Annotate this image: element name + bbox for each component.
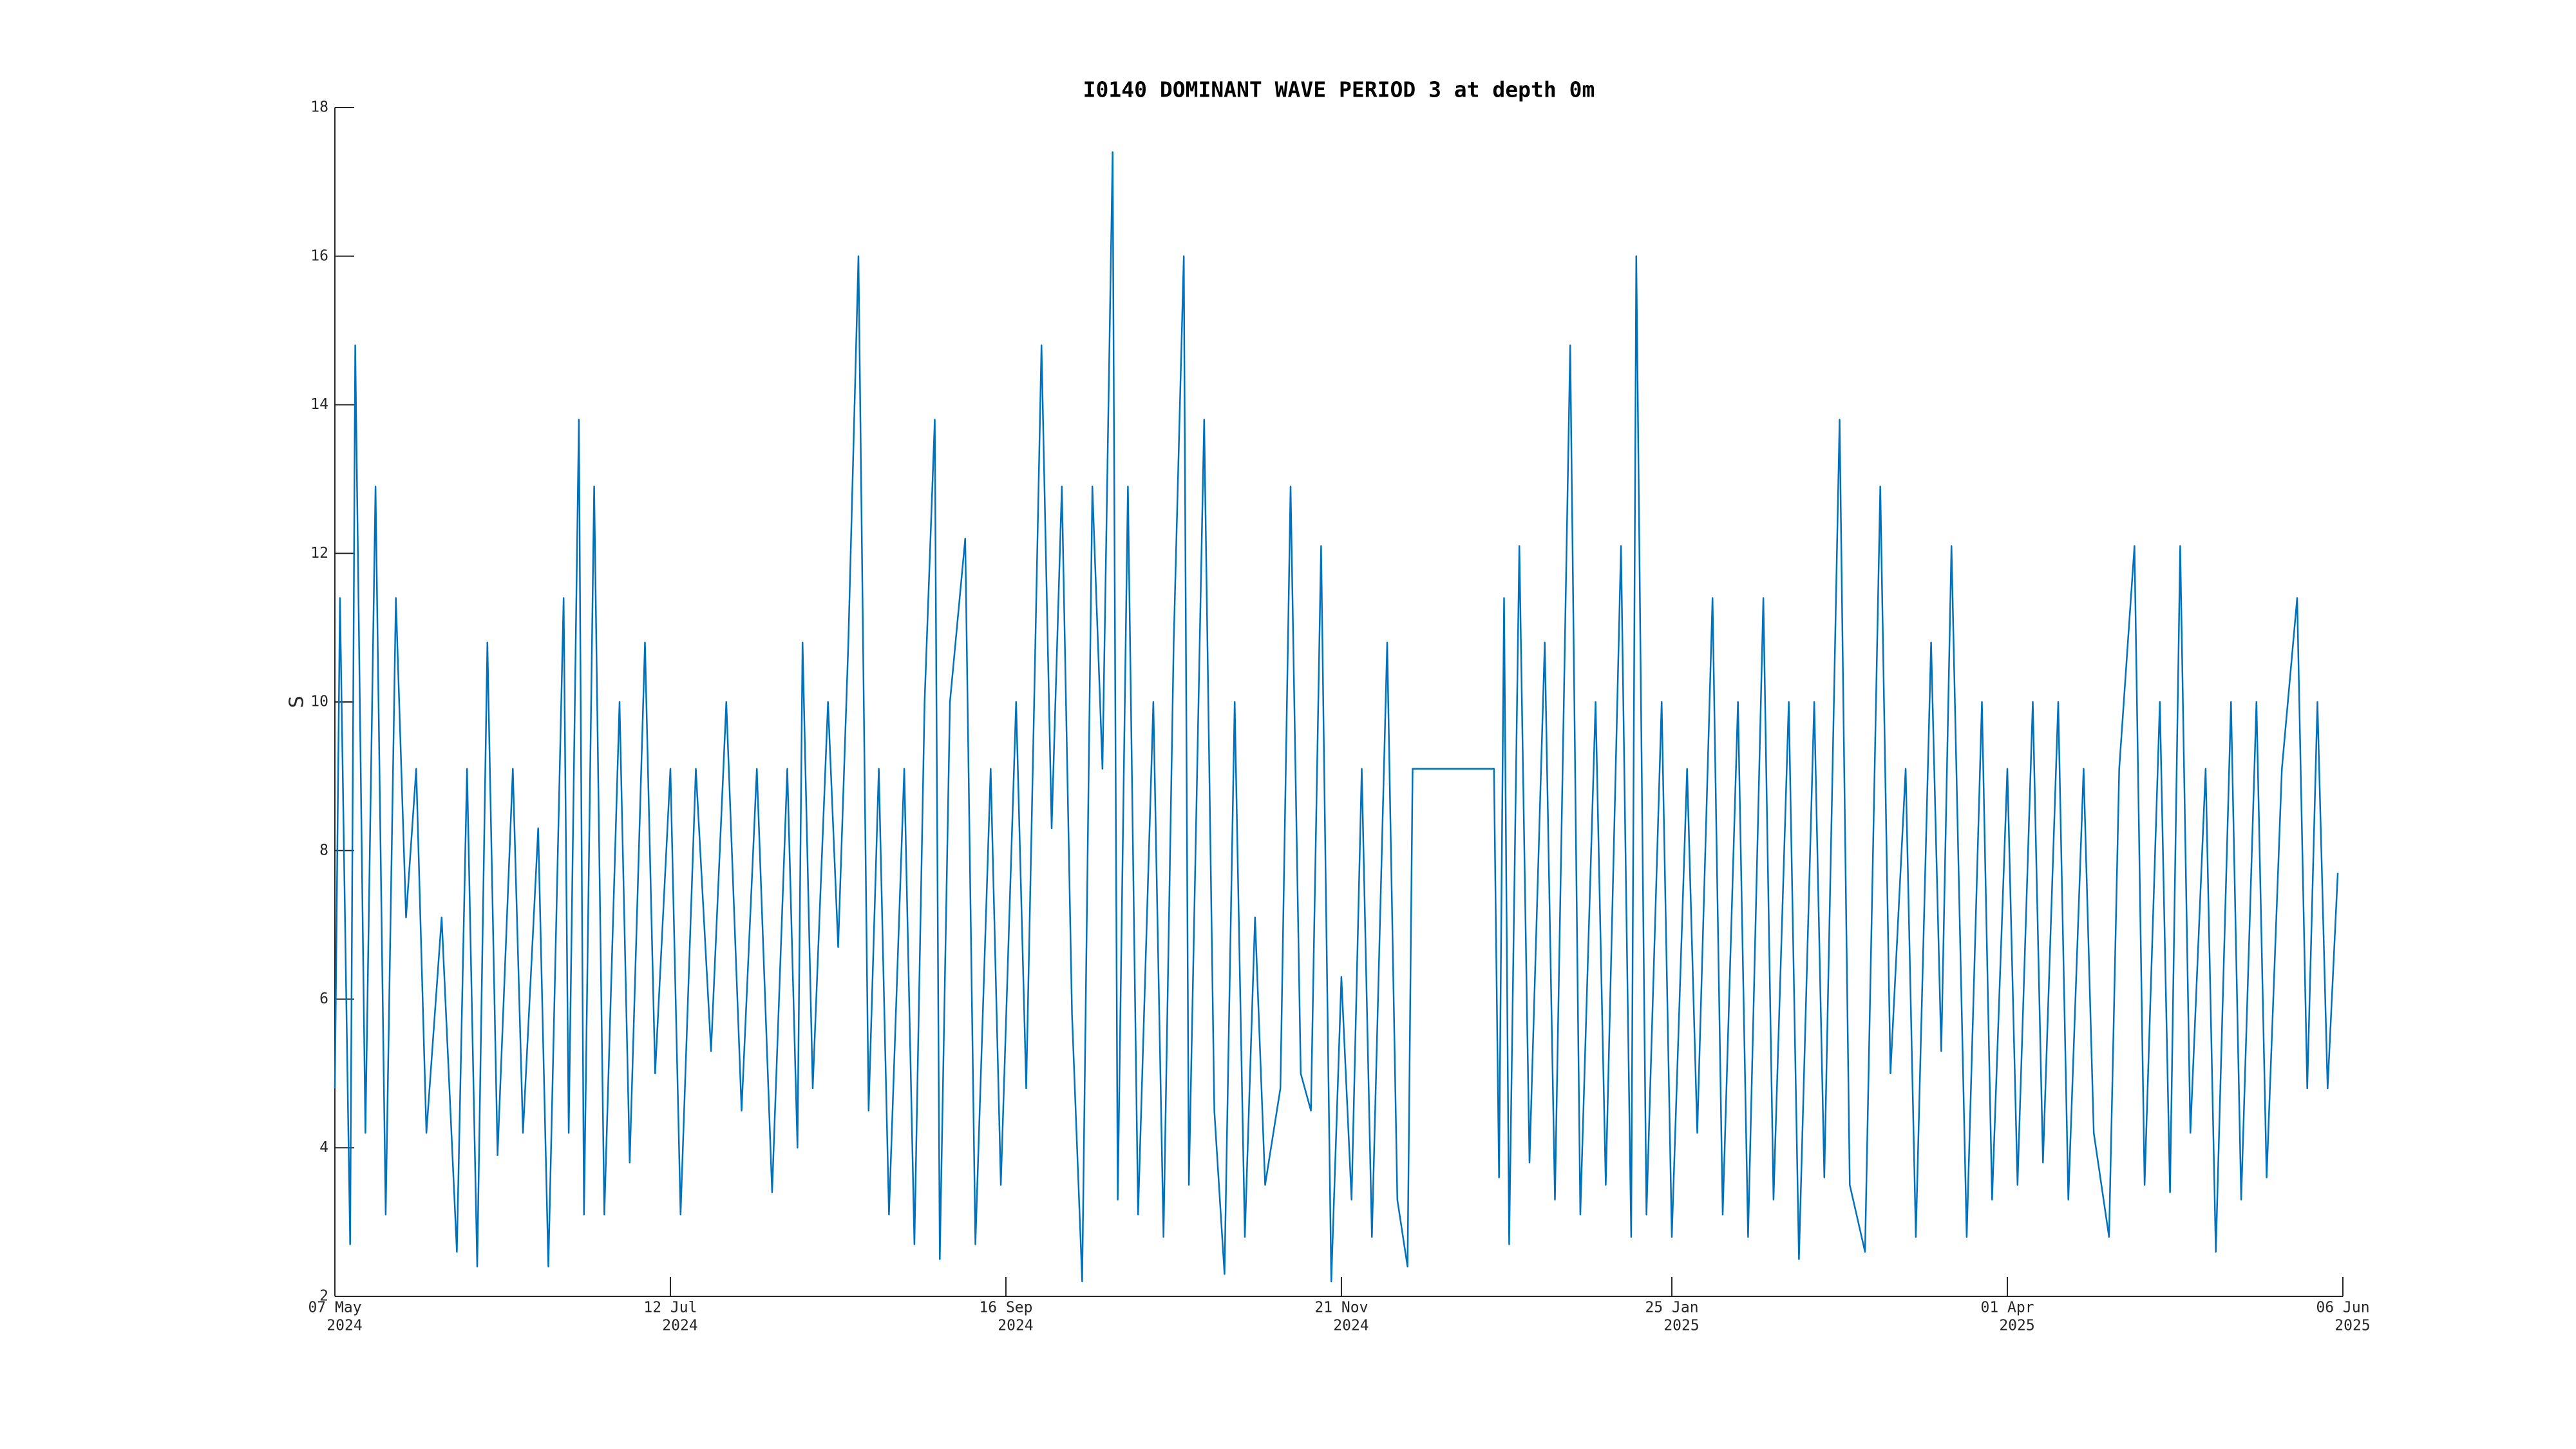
- x-tick-label: 06 Jun: [2316, 1300, 2369, 1316]
- y-tick-label: 10: [310, 694, 328, 710]
- x-tick-label: 2024: [327, 1318, 362, 1334]
- data-line: [334, 151, 2339, 1283]
- x-tick-label: 12 Jul: [643, 1300, 697, 1316]
- x-tick-label: 21 Nov: [1314, 1300, 1368, 1316]
- x-tick-label: 16 Sep: [979, 1300, 1032, 1316]
- y-tick-label: 18: [310, 99, 328, 116]
- y-tick-label: 6: [319, 990, 328, 1007]
- y-tick-label: 4: [319, 1139, 328, 1156]
- x-tick-label: 25 Jan: [1645, 1300, 1698, 1316]
- y-axis-label: S: [286, 696, 308, 708]
- y-tick-label: 8: [319, 842, 328, 858]
- x-tick-label: 2024: [662, 1318, 697, 1334]
- x-tick-label: 2025: [2334, 1318, 2370, 1334]
- y-tick-label: 16: [310, 247, 328, 264]
- chart-title: I0140 DOMINANT WAVE PERIOD 3 at depth 0m: [1083, 77, 1595, 102]
- x-tick-label: 2024: [998, 1318, 1033, 1334]
- x-tick-label: 01 Apr: [1980, 1300, 2034, 1316]
- y-tick-label: 2: [319, 1288, 328, 1305]
- x-tick-label: 07 May: [308, 1300, 361, 1316]
- x-tick-label: 2025: [1999, 1318, 2034, 1334]
- x-tick-label: 2025: [1663, 1318, 1699, 1334]
- x-tick-label: 2024: [1333, 1318, 1368, 1334]
- y-tick-label: 14: [310, 396, 328, 413]
- y-tick-label: 12: [310, 545, 328, 562]
